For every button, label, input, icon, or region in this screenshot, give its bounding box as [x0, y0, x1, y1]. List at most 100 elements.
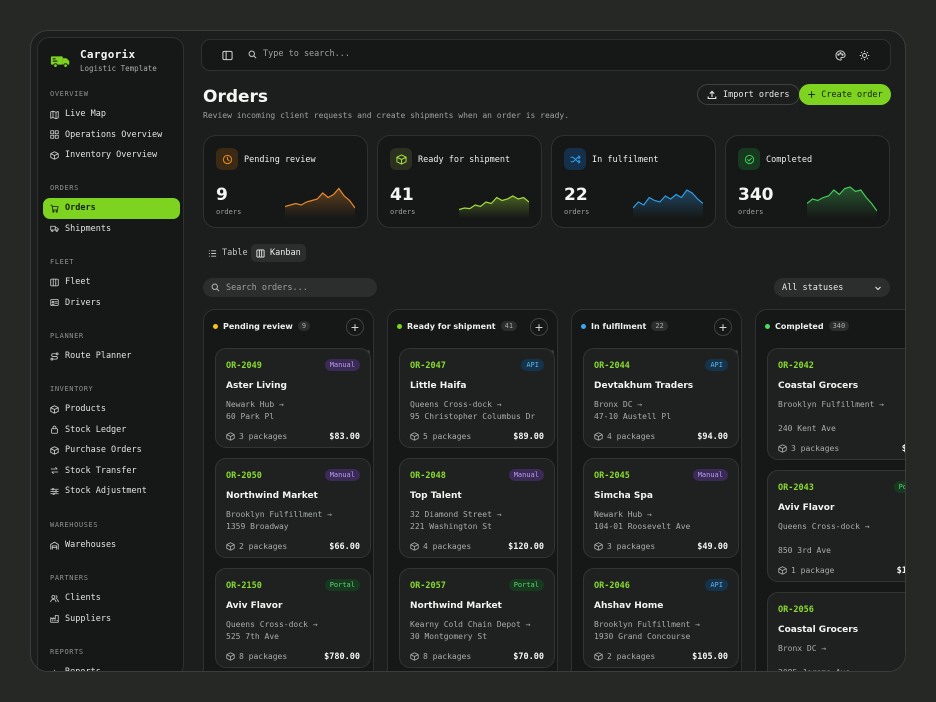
- add-card-button[interactable]: +: [714, 318, 732, 336]
- route-destination: 60 Park Pl: [226, 412, 275, 421]
- order-card[interactable]: OR-2046 API Ahshav Home Brooklyn Fulfillmen…: [583, 568, 739, 668]
- status-dot: [581, 323, 586, 329]
- sidebar-item-shipments[interactable]: Shipments: [38, 219, 183, 240]
- page-title: Orders: [203, 87, 269, 107]
- order-card[interactable]: OR-2049 Manual Aster Living Newark Hub → 60 …: [215, 348, 371, 448]
- order-card[interactable]: OR-2050 Manual Northwind Market Brooklyn Fu…: [215, 458, 371, 558]
- order-card[interactable]: OR-2056 Coastal Grocers Bronx DC → 2085 Jer…: [767, 592, 905, 671]
- brand[interactable]: Cargorix Logistic Template: [50, 48, 157, 73]
- route-destination: 104-01 Roosevelt Ave: [594, 522, 691, 531]
- truck-icon: [50, 226, 59, 233]
- order-card[interactable]: OR-2047 API Little Haifa Queens Cross-dock …: [399, 348, 555, 448]
- sidebar-item-stock-transfer[interactable]: Stock Transfer: [38, 461, 183, 482]
- order-card[interactable]: OR-2150 Portal Aviv Flavor Queens Cross-doc…: [215, 568, 371, 668]
- sidebar-item-purchase-orders[interactable]: Purchase Orders: [38, 440, 183, 461]
- package-icon: [226, 652, 235, 661]
- sidebar-item-products[interactable]: Products: [38, 399, 183, 420]
- sidebar-item-orders[interactable]: Orders: [43, 198, 180, 219]
- package-icon: [778, 566, 787, 575]
- route-destination: 525 7th Ave: [226, 632, 279, 641]
- sidebar-item-stock-ledger[interactable]: Stock Ledger: [38, 420, 183, 441]
- order-price: $120.00: [508, 542, 544, 552]
- sidebar-item-operations-overview[interactable]: Operations Overview: [38, 125, 183, 146]
- palette-icon[interactable]: [835, 50, 846, 61]
- order-id: OR-2050: [226, 471, 262, 481]
- stat-card-ready-for-shipment[interactable]: Ready for shipment 41 orders: [377, 135, 542, 228]
- order-id: OR-2045: [594, 471, 630, 481]
- stat-icon-box: [390, 148, 412, 170]
- sidebar-item-route-planner[interactable]: Route Planner: [38, 346, 183, 367]
- sidebar-toggle-icon[interactable]: [222, 50, 233, 61]
- kanban-view-toggle[interactable]: Kanban: [251, 244, 306, 262]
- table-view-toggle[interactable]: Table: [203, 244, 253, 262]
- route-origin: Bronx DC →: [594, 400, 643, 409]
- status-dot: [213, 323, 218, 329]
- stat-label: Ready for shipment: [418, 155, 511, 165]
- chart-icon: [54, 669, 55, 671]
- add-card-button[interactable]: +: [530, 318, 548, 336]
- sidebar-item-fleet[interactable]: Fleet: [38, 272, 183, 293]
- route-destination: 221 Washington St: [410, 522, 492, 531]
- id-card-icon: [50, 299, 59, 307]
- sidebar-item-drivers[interactable]: Drivers: [38, 293, 183, 314]
- sidebar-item-label: Reports: [65, 667, 101, 671]
- create-order-button[interactable]: + Create order: [799, 84, 891, 105]
- order-price: $70.00: [513, 652, 544, 662]
- order-id: OR-2043: [778, 483, 814, 493]
- stat-card-in-fulfilment[interactable]: In fulfilment 22 orders: [551, 135, 716, 228]
- channel-badge: Manual: [324, 469, 360, 481]
- column-title: In fulfilment: [591, 321, 647, 331]
- kanban-column-in-fulfilment: In fulfilment 22 + OR-2044 API Devtakhum Trad…: [571, 309, 742, 671]
- order-card[interactable]: OR-2042 Coastal Grocers Brooklyn Fulfillme…: [767, 348, 905, 460]
- sidebar-item-clients[interactable]: Clients: [38, 588, 183, 609]
- users-icon: [50, 594, 59, 603]
- sidebar-item-stock-adjustment[interactable]: Stock Adjustment: [38, 481, 183, 502]
- nav-section-orders: ORDERS Orders Shipments: [38, 184, 183, 240]
- order-price: $105.00: [692, 652, 728, 662]
- nav-section-inventory: INVENTORY Products Stock Ledger Purchase Or…: [38, 385, 183, 502]
- route-icon: [50, 352, 59, 361]
- sparkline: [285, 187, 355, 218]
- order-card[interactable]: OR-2048 Manual Top Talent 32 Diamond Street…: [399, 458, 555, 558]
- order-card[interactable]: OR-2043 Po Aviv Flavor Queens Cross-dock → 8…: [767, 470, 905, 582]
- sidebar-item-suppliers[interactable]: Suppliers: [38, 609, 183, 630]
- client-name: Coastal Grocers: [778, 625, 859, 635]
- client-name: Aviv Flavor: [778, 503, 835, 513]
- order-card[interactable]: OR-2044 API Devtakhum Traders Bronx DC → 47-…: [583, 348, 739, 448]
- nav-section-overview: OVERVIEW Live Map Operations Overview Inven…: [38, 90, 183, 166]
- stat-card-completed[interactable]: Completed 340 orders: [725, 135, 890, 228]
- sidebar-item-reports[interactable]: Reports: [38, 662, 183, 671]
- sidebar-item-label: Orders: [65, 203, 96, 214]
- order-card[interactable]: OR-2045 Manual Simcha Spa Newark Hub → 104-0…: [583, 458, 739, 558]
- nav-section-fleet: FLEET Fleet Drivers: [38, 258, 183, 314]
- sidebar-item-label: Purchase Orders: [65, 445, 142, 456]
- sidebar-item-warehouses[interactable]: Warehouses: [38, 535, 183, 556]
- sidebar-item-label: Fleet: [65, 277, 91, 288]
- package-count-label: 2 packages: [239, 542, 288, 551]
- order-price: $49.00: [697, 542, 728, 552]
- package-count-label: 8 packages: [239, 652, 288, 661]
- chevron-down-icon: [875, 286, 881, 290]
- nav-section-title: REPORTS: [50, 648, 84, 656]
- package-count: 4 packages: [594, 432, 655, 441]
- status-dot: [397, 323, 402, 329]
- sidebar-item-live-map[interactable]: Live Map: [38, 104, 183, 125]
- nav-section-partners: PARTNERS Clients Suppliers: [38, 574, 183, 630]
- order-price: $4: [902, 444, 905, 454]
- sun-icon[interactable]: [859, 50, 870, 61]
- sidebar-item-label: Operations Overview: [65, 129, 163, 140]
- order-price: $12: [896, 566, 905, 576]
- route-origin: Brooklyn Fulfillment →: [594, 620, 700, 629]
- add-card-button[interactable]: +: [346, 318, 364, 336]
- package-count: 3 packages: [594, 542, 655, 551]
- kanban-column-pending-review: Pending review 9 + OR-2049 Manual Aster Livin…: [203, 309, 374, 671]
- stat-card-pending-review[interactable]: Pending review 9 orders: [203, 135, 368, 228]
- search-orders-input[interactable]: Search orders...: [203, 278, 377, 297]
- package-count-label: 5 packages: [423, 432, 472, 441]
- import-orders-button[interactable]: Import orders: [697, 84, 800, 105]
- package-count-label: 4 packages: [423, 542, 472, 551]
- status-filter-select[interactable]: All statuses: [774, 278, 890, 297]
- order-card[interactable]: OR-2057 Portal Northwind Market Kearny Cold…: [399, 568, 555, 668]
- global-search[interactable]: Type to search...: [248, 49, 350, 59]
- sidebar-item-inventory-overview[interactable]: Inventory Overview: [38, 145, 183, 166]
